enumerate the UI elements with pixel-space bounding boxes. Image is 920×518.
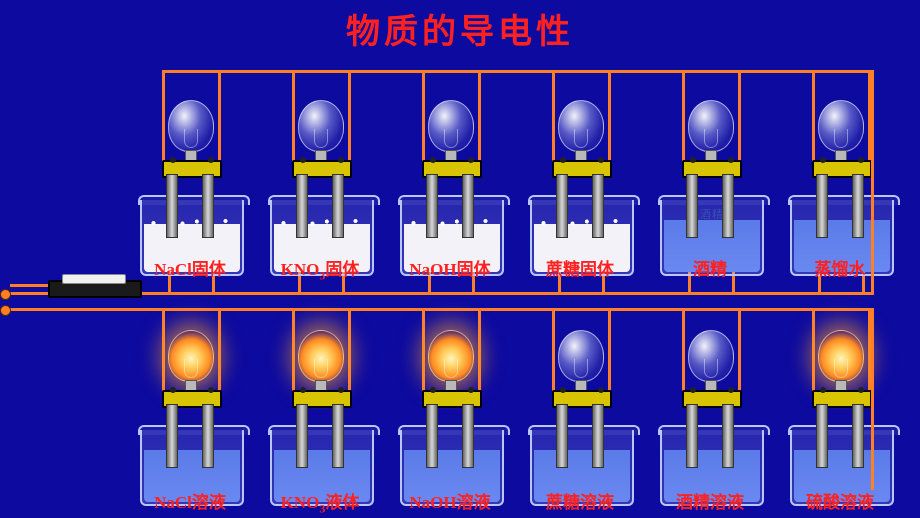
electrode-right-icon	[202, 404, 214, 468]
electrode-right-icon	[332, 174, 344, 238]
bus-top	[162, 70, 874, 73]
electrode-left-icon	[296, 404, 308, 468]
bulb-filament-icon	[574, 359, 588, 378]
beaker-lip-icon	[398, 425, 510, 435]
bulb-kno3-liquid	[288, 318, 352, 408]
electrode-left-icon	[556, 404, 568, 468]
bulb-alcohol	[678, 88, 742, 178]
label-nacl-solid: NaCl固体	[130, 255, 250, 280]
electrode-right-icon	[722, 174, 734, 238]
electrode-right-icon	[202, 174, 214, 238]
bulb-naoh-solution	[418, 318, 482, 408]
beaker-lip-icon	[138, 425, 250, 435]
bulb-alcohol-solution	[678, 318, 742, 408]
bulb-filament-icon	[834, 129, 848, 148]
label-naoh-solid: NaOH固体	[390, 255, 510, 280]
label-h2so4-solution: 硫酸溶液	[780, 488, 900, 513]
bulb-filament-icon	[704, 359, 718, 378]
electrode-right-icon	[332, 404, 344, 468]
beaker-lip-icon	[138, 195, 250, 205]
bulb-h2so4-solution	[808, 318, 872, 408]
label-alcohol-solution: 酒精溶液	[650, 488, 770, 513]
bulb-filament-icon	[704, 129, 718, 148]
beaker-lip-icon	[658, 425, 770, 435]
electrode-left-icon	[816, 404, 828, 468]
label-sucrose-solid: 蔗糖固体	[520, 255, 640, 280]
terminal-lower	[0, 305, 11, 316]
bus-mid-lower	[2, 308, 874, 311]
bulb-filament-icon	[314, 359, 328, 378]
beaker-lip-icon	[788, 195, 900, 205]
label-kno3-liquid: KNO3液体	[260, 488, 380, 516]
beaker-lip-icon	[528, 425, 640, 435]
electrode-left-icon	[686, 404, 698, 468]
beaker-lip-icon	[658, 195, 770, 205]
terminal-upper	[0, 289, 11, 300]
electrode-right-icon	[592, 404, 604, 468]
electrode-left-icon	[166, 174, 178, 238]
electrode-right-icon	[592, 174, 604, 238]
bulb-sucrose-solid	[548, 88, 612, 178]
beaker-lip-icon	[398, 195, 510, 205]
bulb-filament-icon	[184, 129, 198, 148]
electrode-left-icon	[426, 174, 438, 238]
beaker-lip-icon	[268, 425, 380, 435]
electrode-right-icon	[852, 404, 864, 468]
electrode-left-icon	[166, 404, 178, 468]
bulb-nacl-solution	[158, 318, 222, 408]
bulb-filament-icon	[184, 359, 198, 378]
label-distilled-water: 蒸馏水	[780, 255, 900, 280]
electrode-right-icon	[722, 404, 734, 468]
bulb-kno3-solid	[288, 88, 352, 178]
switch-lead-left	[10, 284, 48, 287]
label-nacl-solution: NaCl溶液	[130, 488, 250, 513]
beaker-lip-icon	[268, 195, 380, 205]
electrode-left-icon	[296, 174, 308, 238]
diagram-title: 物质的导电性	[0, 4, 920, 53]
bulb-filament-icon	[314, 129, 328, 148]
electrode-right-icon	[462, 174, 474, 238]
power-switch[interactable]	[48, 270, 138, 298]
bulb-naoh-solid	[418, 88, 482, 178]
label-naoh-solution: NaOH溶液	[390, 488, 510, 513]
bulb-sucrose-solution	[548, 318, 612, 408]
electrode-left-icon	[686, 174, 698, 238]
electrode-right-icon	[462, 404, 474, 468]
label-sucrose-solution: 蔗糖溶液	[520, 488, 640, 513]
bulb-nacl-solid	[158, 88, 222, 178]
bulb-filament-icon	[444, 359, 458, 378]
bulb-filament-icon	[444, 129, 458, 148]
beaker-lip-icon	[788, 425, 900, 435]
bulb-distilled-water	[808, 88, 872, 178]
bulb-filament-icon	[574, 129, 588, 148]
electrode-left-icon	[426, 404, 438, 468]
electrode-right-icon	[852, 174, 864, 238]
bulb-filament-icon	[834, 359, 848, 378]
label-kno3-solid: KNO3固体	[260, 255, 380, 283]
electrode-left-icon	[816, 174, 828, 238]
beaker-lip-icon	[528, 195, 640, 205]
label-alcohol: 酒精	[650, 255, 770, 280]
electrode-left-icon	[556, 174, 568, 238]
right-tie-2	[871, 308, 874, 490]
right-tie	[871, 70, 874, 292]
